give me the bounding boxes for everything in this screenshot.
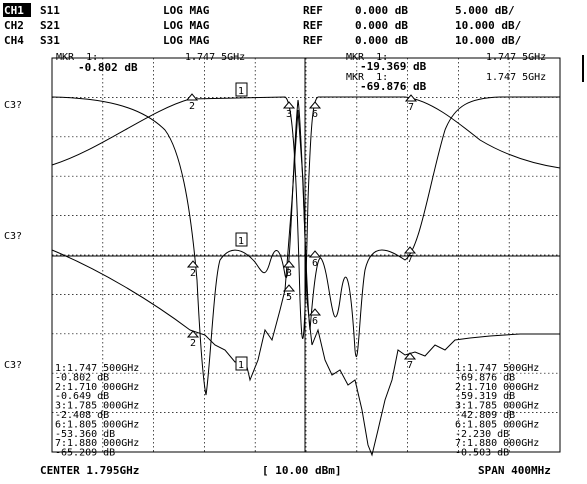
marker-triangle bbox=[186, 330, 200, 338]
marker-triangle bbox=[404, 94, 418, 102]
marker-box bbox=[235, 82, 248, 97]
marker-list-right: 2:1.710 000GHz bbox=[455, 382, 539, 393]
marker-triangle bbox=[282, 101, 296, 109]
marker-triangle bbox=[308, 101, 322, 109]
header-ref-label: REF bbox=[303, 4, 323, 17]
marker-triangle bbox=[186, 260, 200, 268]
footer-center: CENTER 1.795GHz bbox=[40, 464, 139, 477]
marker-number: 2 bbox=[190, 338, 196, 349]
trace-label: C3? bbox=[4, 100, 22, 111]
header-param: S21 bbox=[40, 19, 60, 32]
marker-readout-value: -19.369 dB bbox=[360, 60, 427, 73]
marker-readout-freq: 1.747 5GHz bbox=[185, 52, 245, 63]
marker-list-right: 1:1.747 500GHz bbox=[455, 363, 539, 374]
trace-s21 bbox=[51, 109, 560, 457]
marker-number: 1 bbox=[238, 236, 244, 247]
header-ref: 0.000 dB bbox=[355, 4, 408, 17]
marker-number: 3 bbox=[286, 268, 292, 279]
marker-number: 2 bbox=[189, 101, 195, 112]
marker-readout-freq: 1.747 5GHz bbox=[486, 52, 546, 63]
marker-list-left: -53.360 dB bbox=[55, 429, 115, 440]
marker-list-left: 7:1.880 000GHz bbox=[55, 438, 139, 449]
footer-span: SPAN 400MHz bbox=[478, 464, 551, 477]
header-scale: 10.000 dB/ bbox=[455, 19, 522, 32]
marker-list-left: 6:1.805 000GHz bbox=[55, 419, 139, 430]
marker-triangle bbox=[403, 352, 417, 360]
marker-number: 1 bbox=[238, 360, 244, 371]
trace-label: C3? bbox=[4, 360, 22, 371]
header-ch: CH4 bbox=[4, 34, 24, 47]
marker-number: 7 bbox=[408, 102, 414, 113]
header-scale: 10.000 dB/ bbox=[455, 34, 522, 47]
marker-readout-label: MKR 1: bbox=[56, 52, 98, 63]
header-scale: 5.000 dB/ bbox=[455, 4, 515, 17]
marker-list: 1:1.747 500GHz-0.802 dB2:1.710 000GHz-0.… bbox=[55, 363, 539, 459]
marker-list-left: -65.209 dB bbox=[55, 448, 115, 459]
marker-list-left: 3:1.785 000GHz bbox=[55, 401, 139, 412]
header-ref: 0.000 dB bbox=[355, 19, 408, 32]
marker-number: 5 bbox=[286, 292, 292, 303]
trace-s11 bbox=[51, 96, 560, 396]
marker-readout-freq: 1.747 5GHz bbox=[486, 72, 546, 83]
marker-number: 7 bbox=[407, 254, 413, 265]
marker-list-right: 3:1.785 000GHz bbox=[455, 401, 539, 412]
marker-list-left: 2:1.710 000GHz bbox=[55, 382, 139, 393]
marker-triangle bbox=[403, 246, 417, 254]
header-param: S11 bbox=[40, 4, 60, 17]
trace-label: C3? bbox=[4, 231, 22, 242]
marker-readout-label: MKR 1: bbox=[346, 52, 388, 63]
marker-number: 7 bbox=[407, 360, 413, 371]
marker-list-right: 7:1.880 000GHz bbox=[455, 438, 539, 449]
marker-triangle bbox=[282, 284, 296, 292]
marker-triangle bbox=[282, 260, 296, 268]
marker-triangle bbox=[308, 308, 322, 316]
marker-list-left: 1:1.747 500GHz bbox=[55, 363, 139, 374]
marker-list-left: -2.408 dB bbox=[55, 410, 109, 421]
header-ref-label: REF bbox=[303, 19, 323, 32]
header-ch: CH1 bbox=[4, 4, 24, 17]
marker-triangle bbox=[185, 93, 199, 101]
marker-list-right: -69.876 dB bbox=[455, 372, 515, 383]
marker-list-left: -0.802 dB bbox=[55, 372, 109, 383]
channel-header: CH1 S11 LOG MAG REF 0.000 dB 5.000 dB/CH2 S21 L… bbox=[4, 4, 522, 47]
marker-readout-value: -69.876 dB bbox=[360, 80, 427, 93]
marker-list-right: -42.809 dB bbox=[455, 410, 515, 421]
marker-triangle bbox=[308, 250, 322, 258]
trace-markers: 1 2 3 6 7 1 2 3 5 6 7 1 2 6 7 bbox=[185, 82, 418, 371]
footer-power: [ 10.00 dBm] bbox=[262, 464, 341, 477]
marker-box bbox=[235, 356, 248, 371]
marker-readout-label: MKR 1: bbox=[346, 72, 388, 83]
header-format: LOG MAG bbox=[163, 19, 210, 32]
marker-number: 6 bbox=[312, 109, 318, 120]
marker-number: 6 bbox=[312, 316, 318, 327]
marker-number: 3 bbox=[286, 109, 292, 120]
header-format: LOG MAG bbox=[163, 34, 210, 47]
marker-number: 1 bbox=[238, 86, 244, 97]
marker-list-right: -59.319 dB bbox=[455, 391, 515, 402]
marker-readout-value: -0.802 dB bbox=[78, 61, 138, 74]
active-channel-highlight bbox=[3, 3, 31, 17]
marker-list-right: -0.503 dB bbox=[455, 448, 509, 459]
marker-number: 6 bbox=[312, 258, 318, 269]
header-ref-label: REF bbox=[303, 34, 323, 47]
marker-list-left: -0.649 dB bbox=[55, 391, 109, 402]
header-format: LOG MAG bbox=[163, 4, 210, 17]
header-ref: 0.000 dB bbox=[355, 34, 408, 47]
marker-box bbox=[235, 232, 248, 247]
marker-list-right: 6:1.805 000GHz bbox=[455, 419, 539, 430]
marker-number: 2 bbox=[190, 268, 196, 279]
header-param: S31 bbox=[40, 34, 60, 47]
marker-list-right: -2.230 dB bbox=[455, 429, 509, 440]
header-ch: CH2 bbox=[4, 19, 24, 32]
